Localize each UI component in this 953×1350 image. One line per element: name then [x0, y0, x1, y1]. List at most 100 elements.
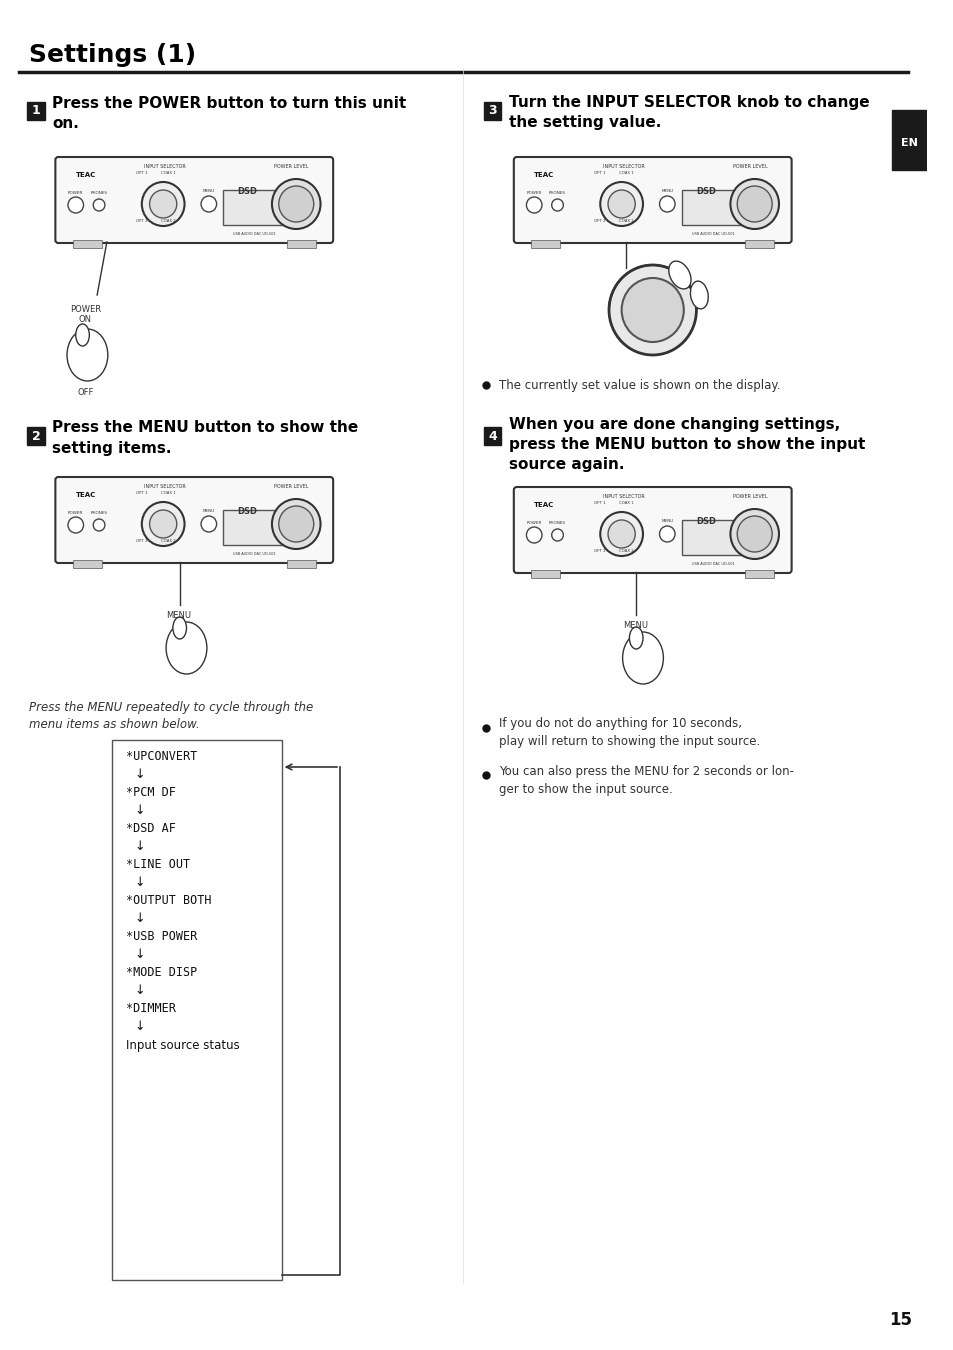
Text: DSD: DSD	[696, 188, 716, 196]
Text: Press the MENU button to show the: Press the MENU button to show the	[52, 420, 358, 436]
Circle shape	[608, 265, 696, 355]
Text: USB AUDIO DAC UD-501: USB AUDIO DAC UD-501	[691, 562, 734, 566]
Text: You can also press the MENU for 2 seconds or lon-: You can also press the MENU for 2 second…	[498, 764, 794, 778]
Text: *PCM DF: *PCM DF	[126, 787, 176, 799]
Text: play will return to showing the input source.: play will return to showing the input so…	[498, 736, 760, 748]
Circle shape	[272, 500, 320, 549]
Text: press the MENU button to show the input: press the MENU button to show the input	[509, 437, 864, 452]
Text: COAX 1: COAX 1	[160, 491, 175, 495]
Circle shape	[621, 278, 683, 342]
Bar	[112, 740, 281, 1280]
Text: Press the POWER button to turn this unit: Press the POWER button to turn this unit	[52, 96, 406, 111]
Text: When you are done changing settings,: When you are done changing settings,	[509, 417, 840, 432]
Text: USB AUDIO DAC UD-501: USB AUDIO DAC UD-501	[233, 552, 275, 556]
Text: OPT 2: OPT 2	[594, 219, 605, 223]
Text: the setting value.: the setting value.	[509, 116, 660, 131]
Ellipse shape	[67, 329, 108, 381]
Text: 2: 2	[31, 429, 40, 443]
Bar	[531, 240, 559, 248]
Text: COAX 2: COAX 2	[160, 219, 175, 223]
Circle shape	[272, 180, 320, 230]
Text: TEAC: TEAC	[534, 502, 554, 508]
Bar	[72, 560, 102, 568]
Text: INPUT SELECTOR: INPUT SELECTOR	[144, 485, 186, 489]
FancyBboxPatch shape	[55, 157, 333, 243]
Bar	[223, 510, 286, 545]
Text: POWER: POWER	[70, 305, 101, 315]
Bar	[286, 240, 315, 248]
Circle shape	[68, 517, 84, 533]
Text: POWER LEVEL: POWER LEVEL	[274, 485, 309, 489]
Text: on.: on.	[52, 116, 79, 131]
Text: OPT 1: OPT 1	[136, 171, 148, 176]
Text: ↓: ↓	[134, 768, 145, 782]
Text: COAX 2: COAX 2	[160, 539, 175, 543]
Text: DSD: DSD	[237, 508, 257, 516]
Text: *DIMMER: *DIMMER	[126, 1003, 176, 1015]
Text: EN: EN	[900, 138, 917, 148]
Text: 15: 15	[888, 1311, 911, 1328]
Text: USB AUDIO DAC UD-501: USB AUDIO DAC UD-501	[691, 232, 734, 236]
Text: menu items as shown below.: menu items as shown below.	[30, 717, 200, 730]
Text: ↓: ↓	[134, 949, 145, 961]
Text: OPT 2: OPT 2	[136, 539, 148, 543]
Text: COAX 1: COAX 1	[160, 171, 175, 176]
Circle shape	[278, 506, 314, 541]
Bar	[483, 427, 500, 446]
Circle shape	[150, 190, 176, 217]
Text: source again.: source again.	[509, 458, 624, 472]
Text: OPT 1: OPT 1	[594, 171, 605, 176]
Text: PHONES: PHONES	[91, 190, 108, 194]
Circle shape	[607, 190, 635, 217]
Text: The currently set value is shown on the display.: The currently set value is shown on the …	[498, 378, 780, 392]
Text: 1: 1	[31, 104, 40, 117]
Ellipse shape	[622, 632, 662, 684]
Ellipse shape	[629, 626, 642, 649]
Text: *DSD AF: *DSD AF	[126, 822, 176, 836]
Circle shape	[659, 526, 675, 541]
Bar	[891, 109, 925, 170]
Bar	[72, 240, 102, 248]
Text: ↓: ↓	[134, 984, 145, 998]
Circle shape	[607, 520, 635, 548]
Text: COAX 2: COAX 2	[618, 219, 633, 223]
Text: *USB POWER: *USB POWER	[126, 930, 197, 944]
Text: OFF: OFF	[77, 387, 93, 397]
Text: ON: ON	[79, 315, 91, 324]
FancyBboxPatch shape	[514, 157, 791, 243]
Text: Input source status: Input source status	[126, 1038, 240, 1052]
Ellipse shape	[690, 281, 707, 309]
Text: MENU: MENU	[622, 621, 647, 630]
Circle shape	[730, 509, 779, 559]
Text: OPT 2: OPT 2	[136, 219, 148, 223]
Text: PHONES: PHONES	[549, 190, 565, 194]
Circle shape	[551, 529, 563, 541]
Circle shape	[737, 186, 771, 221]
Circle shape	[737, 516, 771, 552]
Circle shape	[142, 182, 184, 225]
Text: COAX 1: COAX 1	[618, 171, 633, 176]
Text: ↓: ↓	[134, 805, 145, 818]
Circle shape	[201, 516, 216, 532]
Circle shape	[142, 502, 184, 545]
Text: Press the MENU repeatedly to cycle through the: Press the MENU repeatedly to cycle throu…	[30, 702, 314, 714]
Bar	[28, 103, 45, 120]
Circle shape	[93, 198, 105, 211]
Text: Settings (1): Settings (1)	[30, 43, 196, 68]
Text: MENU: MENU	[660, 518, 673, 522]
Bar	[28, 427, 45, 446]
Text: USB AUDIO DAC UD-501: USB AUDIO DAC UD-501	[233, 232, 275, 236]
Bar	[286, 560, 315, 568]
Text: MENU: MENU	[203, 509, 214, 513]
Ellipse shape	[166, 622, 207, 674]
Text: COAX 2: COAX 2	[618, 549, 633, 553]
Text: *UPCONVERT: *UPCONVERT	[126, 751, 197, 764]
Text: POWER: POWER	[68, 512, 83, 514]
Text: OPT 2: OPT 2	[594, 549, 605, 553]
Text: PHONES: PHONES	[91, 512, 108, 514]
Circle shape	[526, 526, 541, 543]
Text: 4: 4	[488, 429, 497, 443]
Text: ger to show the input source.: ger to show the input source.	[498, 783, 672, 795]
Circle shape	[659, 196, 675, 212]
Text: If you do not do anything for 10 seconds,: If you do not do anything for 10 seconds…	[498, 717, 741, 730]
